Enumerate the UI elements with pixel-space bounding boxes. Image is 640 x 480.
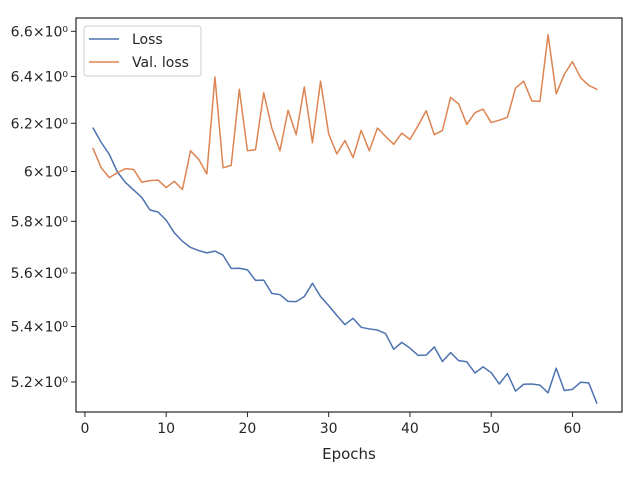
plot-frame	[75, 17, 623, 413]
y-tick-label: 5.6×10⁰	[11, 266, 69, 282]
y-tick-label: 5.4×10⁰	[11, 319, 69, 335]
y-tick-label: 6.2×10⁰	[11, 116, 69, 132]
x-tick-label: 20	[239, 421, 257, 437]
series-line-val-loss	[92, 33, 598, 191]
x-tick-label: 40	[401, 421, 419, 437]
legend-label: Loss	[132, 32, 163, 48]
x-tick-label: 60	[564, 421, 582, 437]
y-tick-label: 5.8×10⁰	[11, 214, 69, 230]
series-line-loss	[92, 127, 598, 404]
x-tick-label: 0	[80, 421, 89, 437]
x-tick-label: 10	[157, 421, 175, 437]
x-tick-label: 50	[482, 421, 500, 437]
y-tick-label: 6×10⁰	[24, 165, 68, 181]
x-tick-label: 30	[320, 421, 338, 437]
axis-ticks: 0 10 20 30 40 50 60 5.2×10⁰ 5.4×10⁰ 5.6×10⁰ 5.8×10…	[11, 24, 582, 437]
y-tick-label: 6.4×10⁰	[11, 70, 69, 86]
y-tick-label: 5.2×10⁰	[11, 375, 69, 391]
legend-label: Val. loss	[132, 55, 189, 71]
series-lines	[92, 33, 598, 404]
legend: Loss Val. loss	[83, 25, 202, 77]
x-axis-title: Epochs	[322, 445, 376, 463]
y-tick-label: 6.6×10⁰	[11, 24, 69, 40]
